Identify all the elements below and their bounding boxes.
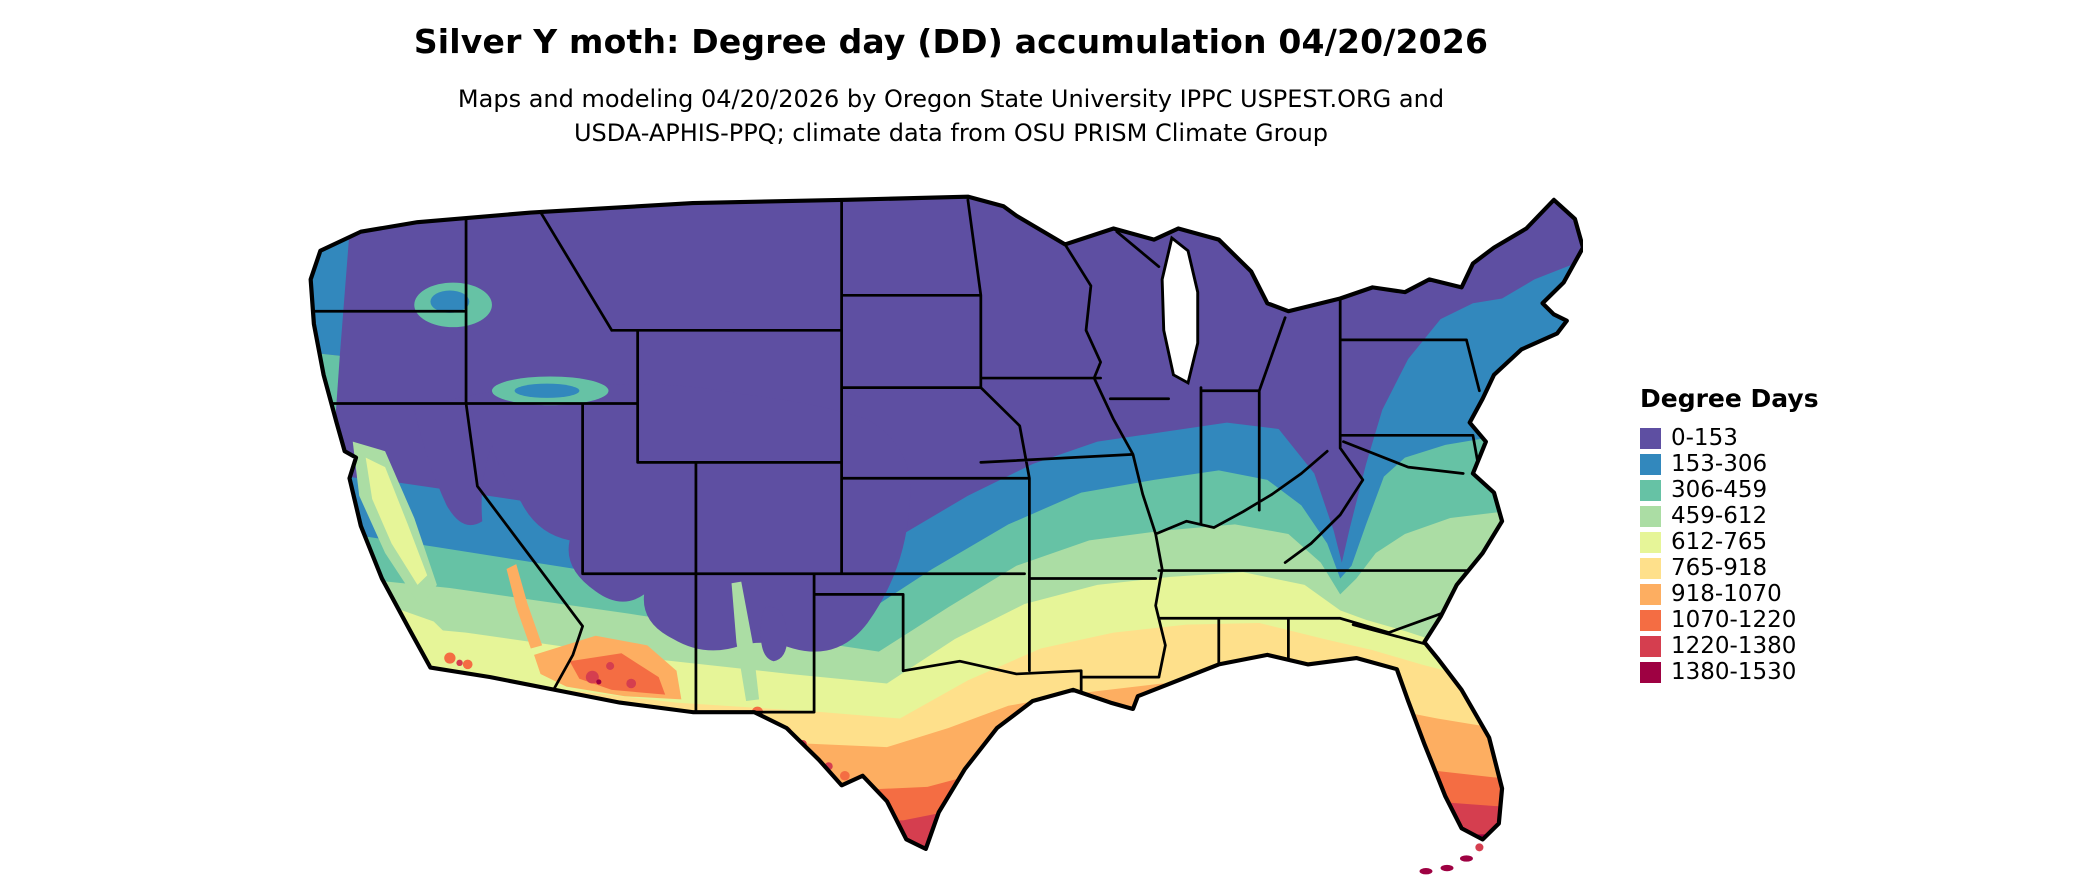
lake-michigan — [1160, 235, 1200, 385]
map-subtitle: Maps and modeling 04/20/2026 by Oregon S… — [0, 82, 1902, 150]
legend-label: 918-1070 — [1671, 581, 1782, 607]
legend-swatch — [1640, 661, 1661, 683]
state-borders — [310, 198, 1481, 717]
legend-entry: 918-1070 — [1640, 581, 1819, 607]
legend-entry: 153-306 — [1640, 451, 1819, 477]
map-subtitle-line2: USDA-APHIS-PPQ; climate data from OSU PR… — [573, 119, 1329, 147]
legend-entry: 1220-1380 — [1640, 633, 1819, 659]
legend-label: 153-306 — [1671, 451, 1768, 477]
legend-entry: 612-765 — [1640, 529, 1819, 555]
central-valley-inner — [365, 457, 428, 585]
us-outline — [308, 194, 1583, 852]
legend-entry: 765-918 — [1640, 555, 1819, 581]
legend-title: Degree Days — [1640, 384, 1819, 413]
arizona-hot-speck — [585, 670, 599, 684]
legend-label: 1070-1220 — [1671, 607, 1797, 633]
southern-nm-highlands — [760, 606, 788, 662]
socal-hot-speck — [456, 659, 463, 666]
legend-entry: 0-153 — [1640, 425, 1819, 451]
legend-label: 765-918 — [1671, 555, 1768, 581]
rockies-cool-region — [414, 384, 911, 652]
florida-tip-dot — [1475, 843, 1484, 852]
nm-rio-grande-valley — [731, 581, 760, 701]
arizona-hotspot-core — [569, 653, 666, 695]
dd-band — [310, 831, 1583, 849]
legend-label: 1220-1380 — [1671, 633, 1797, 659]
florida-key-dot — [1440, 864, 1454, 872]
arizona-hot-speck — [606, 662, 615, 670]
map-title: Silver Y moth: Degree day (DD) accumulat… — [413, 22, 1489, 61]
socal-hot-speck — [444, 652, 456, 664]
snake-river-plain-inner — [514, 383, 580, 398]
legend-swatch — [1640, 531, 1661, 553]
legend-swatch — [1640, 453, 1661, 475]
legend: Degree Days 0-153 153-306 306-459 459-612 61… — [1640, 384, 1819, 685]
legend-swatch — [1640, 427, 1661, 449]
legend-swatch — [1640, 479, 1661, 501]
legend-swatch — [1640, 609, 1661, 631]
florida-key-dot — [1419, 868, 1433, 875]
florida-keys — [1419, 843, 1484, 875]
legend-label: 612-765 — [1671, 529, 1768, 555]
legend-swatch — [1640, 583, 1661, 605]
or-coast-strip — [310, 352, 340, 449]
legend-entry: 459-612 — [1640, 503, 1819, 529]
legend-entries: 0-153 153-306 306-459 459-612 612-765 765-918… — [1640, 425, 1819, 685]
hot-spots — [444, 564, 850, 781]
us-degree-day-map — [308, 194, 1583, 875]
legend-label: 0-153 — [1671, 425, 1738, 451]
legend-label: 459-612 — [1671, 503, 1768, 529]
arizona-maroon-speck — [596, 679, 602, 685]
legend-swatch — [1640, 635, 1661, 657]
legend-swatch — [1640, 557, 1661, 579]
legend-entry: 1070-1220 — [1640, 607, 1819, 633]
legend-label: 306-459 — [1671, 477, 1768, 503]
colorado-river-strip — [506, 564, 543, 649]
florida-key-dot — [1459, 855, 1473, 862]
legend-entry: 306-459 — [1640, 477, 1819, 503]
map-subtitle-line1: Maps and modeling 04/20/2026 by Oregon S… — [457, 85, 1445, 113]
legend-entry: 1380-1530 — [1640, 659, 1819, 685]
arizona-hot-speck — [626, 678, 637, 689]
columbia-basin-inner — [430, 290, 470, 313]
legend-label: 1380-1530 — [1671, 659, 1797, 685]
socal-hot-speck — [462, 659, 473, 670]
legend-swatch — [1640, 505, 1661, 527]
big-bend-speck — [839, 771, 850, 781]
